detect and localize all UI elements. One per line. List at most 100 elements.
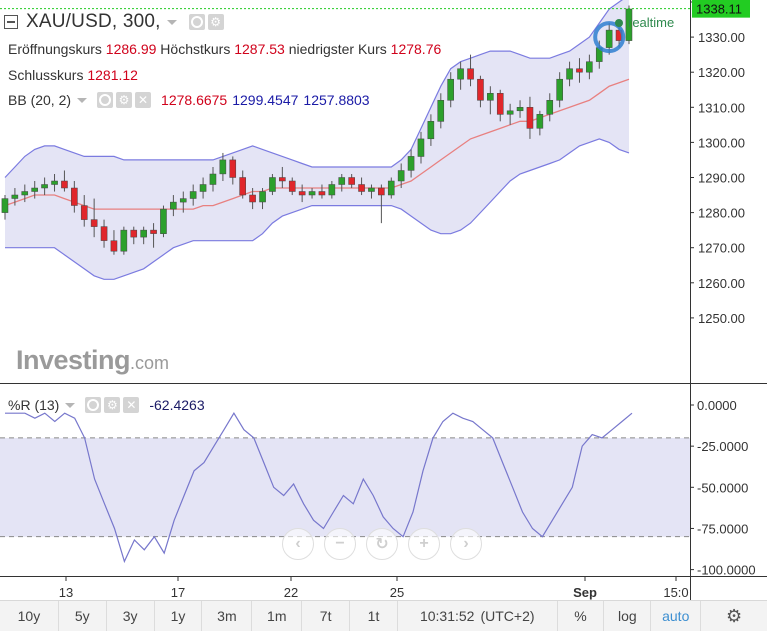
williams-range-fill (0, 437, 690, 537)
gear-icon: ⚙ (726, 605, 743, 626)
williams-tick-label: -100.0000 (697, 563, 756, 578)
zoom-out-button[interactable]: − (324, 528, 356, 560)
range-3m-button[interactable]: 3m (202, 600, 253, 631)
bollinger-upper-value: 1299.4547 (232, 92, 299, 108)
candle (219, 159, 227, 175)
candle (477, 78, 484, 101)
chart-navigation: ‹ − ↻ + › (282, 528, 482, 560)
live-dot-icon (615, 18, 623, 27)
candle (427, 121, 435, 140)
range-1y-button[interactable]: 1y (155, 600, 203, 631)
close-info: Schlusskurs 1281.12 (8, 67, 138, 83)
candle (11, 194, 19, 199)
range-10y-button[interactable]: 10y (0, 600, 59, 631)
candle (71, 187, 78, 206)
candle (90, 219, 98, 227)
bollinger-middle-value: 1278.6675 (161, 92, 228, 108)
price-tick-label: 1250.00 (698, 311, 745, 326)
time-tick-label: Sep (573, 585, 597, 600)
chart-canvas[interactable]: 1340.001330.001320.001310.001300.001290.… (0, 0, 767, 600)
scroll-left-button[interactable]: ‹ (282, 528, 314, 560)
candle (496, 93, 504, 115)
candle (586, 61, 593, 73)
price-tick-label: 1260.00 (698, 276, 745, 291)
range-1m-button[interactable]: 1m (252, 600, 303, 631)
chevron-down-icon[interactable] (166, 19, 177, 25)
candle (120, 229, 128, 252)
chevron-down-icon[interactable] (77, 97, 88, 103)
candle (259, 191, 266, 203)
candle (288, 180, 296, 192)
candle (338, 177, 346, 185)
candle (51, 180, 58, 185)
time-tick-label: 15:0 (663, 585, 688, 600)
range-7t-button[interactable]: 7t (302, 600, 351, 631)
axes: 1340.001330.001320.001310.001300.001290.… (0, 0, 767, 600)
close-icon[interactable]: ✕ (135, 92, 152, 108)
low-label: niedrigster Kurs (288, 41, 387, 57)
candle (130, 229, 138, 238)
bollinger-lower-value: 1257.8803 (303, 92, 370, 108)
candle (1, 198, 9, 213)
chevron-down-icon[interactable] (65, 402, 76, 408)
range-3y-button[interactable]: 3y (107, 600, 155, 631)
open-label: Eröffnungskurs (8, 41, 102, 57)
time-tick-label: 22 (284, 585, 298, 600)
current-price-label: 1338.11 (696, 2, 742, 17)
candle (239, 177, 246, 196)
investing-logo: Investing .com (16, 345, 170, 375)
zoom-in-button[interactable]: + (408, 528, 440, 560)
high-label: Höchstkurs (160, 41, 231, 57)
candle (516, 107, 524, 112)
eye-icon[interactable] (97, 92, 114, 108)
candle (100, 226, 108, 241)
gear-icon[interactable]: ⚙ (116, 92, 133, 108)
candle (189, 191, 197, 199)
log-scale-button[interactable]: log (604, 600, 652, 631)
candle (605, 29, 613, 48)
williams-value: -62.4263 (149, 397, 205, 413)
price-tick-label: 1330.00 (698, 30, 745, 45)
range-1t-button[interactable]: 1t (350, 600, 398, 631)
time-tick-label: 25 (390, 585, 404, 600)
scroll-right-button[interactable]: › (450, 528, 482, 560)
bottom-toolbar: 10y 5y 3y 1y 3m 1m 7t 1t 10:31:52 (UTC+2… (0, 600, 767, 631)
ohlc-info: Eröffnungskurs 1286.99 Höchstkurs 1287.5… (8, 41, 441, 57)
low-value: 1278.76 (390, 41, 442, 57)
candle (269, 177, 276, 192)
gear-icon[interactable]: ⚙ (207, 14, 224, 30)
collapse-icon[interactable] (4, 15, 18, 29)
price-panel (0, 0, 690, 280)
candle (546, 100, 554, 115)
williams-r-panel (0, 412, 690, 564)
candle (457, 68, 464, 80)
gear-icon[interactable]: ⚙ (104, 397, 121, 413)
eye-icon[interactable] (188, 14, 205, 30)
eye-icon[interactable] (85, 397, 102, 413)
price-tick-label: 1320.00 (698, 65, 745, 80)
clock-timezone: (UTC+2) (480, 608, 535, 624)
candle (447, 78, 454, 101)
candle (378, 187, 385, 196)
high-value: 1287.53 (234, 41, 285, 57)
bollinger-legend: BB (20, 2) ⚙ ✕ 1278.6675 1299.4547 1257.… (8, 92, 370, 108)
reset-button[interactable]: ↻ (366, 528, 398, 560)
candle (279, 177, 286, 182)
percent-scale-button[interactable]: % (558, 600, 605, 631)
candle (358, 184, 365, 192)
candle (417, 138, 425, 157)
current-price-tag (692, 0, 750, 18)
candle (407, 156, 415, 171)
candle (170, 201, 177, 210)
close-icon[interactable]: ✕ (123, 397, 140, 413)
auto-scale-button[interactable]: auto (651, 600, 702, 631)
range-5y-button[interactable]: 5y (59, 600, 107, 631)
settings-button[interactable]: ⚙ (701, 601, 767, 631)
bollinger-label: BB (20, 2) (8, 92, 72, 108)
candle (41, 184, 48, 189)
candle (437, 100, 445, 122)
bollinger-middle-line (4, 78, 630, 210)
open-value: 1286.99 (105, 41, 157, 57)
candle (397, 170, 405, 182)
